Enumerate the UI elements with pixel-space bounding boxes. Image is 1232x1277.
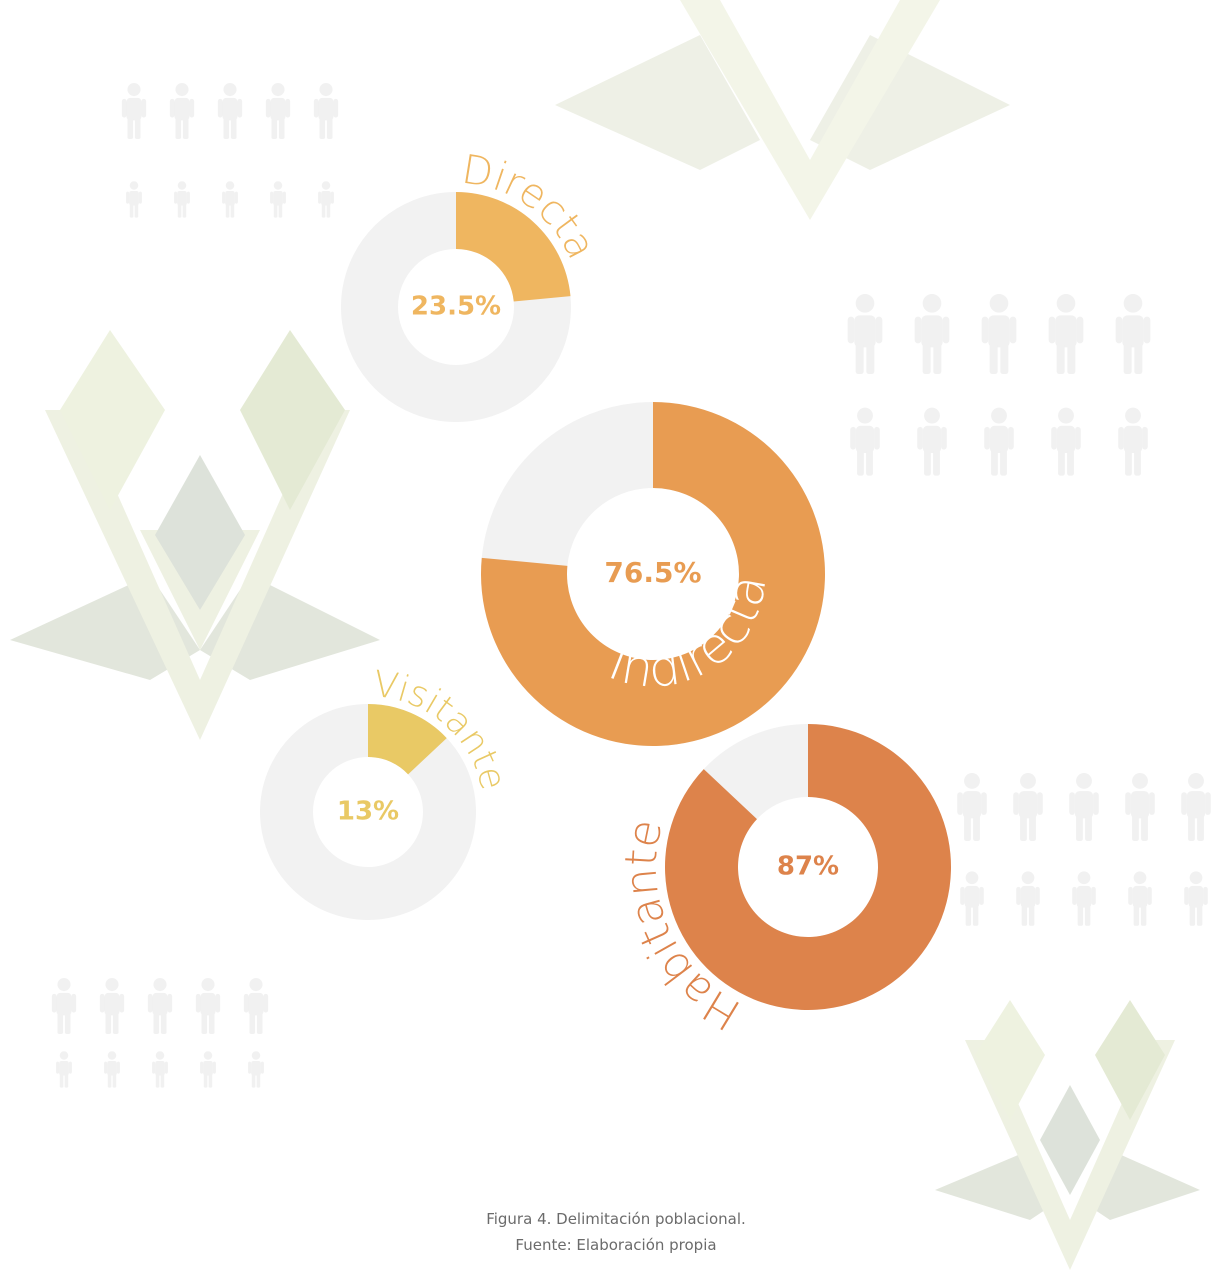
person-icon — [104, 1051, 120, 1087]
person-icon — [314, 83, 338, 139]
person-icon — [1184, 871, 1208, 925]
value-label: 87% — [777, 852, 839, 882]
person-icon — [122, 83, 146, 139]
person-icon — [1116, 294, 1151, 374]
person-icon — [52, 978, 76, 1034]
person-icon — [1125, 773, 1154, 841]
person-icon — [126, 181, 142, 217]
background-decoration — [10, 0, 1200, 1270]
person-icon — [56, 1051, 72, 1087]
person-icon — [318, 181, 334, 217]
person-icon — [174, 181, 190, 217]
pictograph — [957, 773, 1210, 926]
person-icon — [148, 978, 172, 1034]
person-icon — [917, 408, 946, 476]
person-icon — [100, 978, 124, 1034]
person-icon — [1016, 871, 1040, 925]
value-label: 13% — [337, 797, 399, 827]
person-icon — [218, 83, 242, 139]
donut-chart: 13%Visitante — [287, 664, 514, 894]
person-icon — [1069, 773, 1098, 841]
person-icon — [1013, 773, 1042, 841]
value-label: 76.5% — [604, 556, 701, 589]
person-icon — [200, 1051, 216, 1087]
pictograph — [122, 83, 338, 218]
person-icon — [982, 294, 1017, 374]
person-icon — [960, 871, 984, 925]
person-icon — [152, 1051, 168, 1087]
person-icon — [1049, 294, 1084, 374]
person-icon — [270, 181, 286, 217]
person-icon — [848, 294, 883, 374]
donut-chart: 76.5%Indirecta — [481, 402, 825, 746]
pictograph — [52, 978, 268, 1088]
pictograph — [848, 294, 1151, 476]
person-icon — [196, 978, 220, 1034]
person-icon — [248, 1051, 264, 1087]
person-icon — [1128, 871, 1152, 925]
person-icon — [170, 83, 194, 139]
infographic: Figura 4. Delimitación poblacional. Fuen… — [0, 0, 1232, 1277]
person-icon — [1181, 773, 1210, 841]
person-icon — [1072, 871, 1096, 925]
page: Figura 4. Delimitación poblacional. Fuen… — [0, 0, 1232, 1277]
person-icon — [1118, 408, 1147, 476]
value-label: 23.5% — [411, 292, 501, 322]
person-icon — [850, 408, 879, 476]
caption-source: Fuente: Elaboración propia — [515, 1236, 716, 1254]
person-icon — [915, 294, 950, 374]
donut-chart: 87%Habitante — [616, 724, 951, 1040]
person-icon — [984, 408, 1013, 476]
person-icon — [957, 773, 986, 841]
donut-chart: 23.5%Directa — [370, 147, 605, 394]
person-icon — [1051, 408, 1080, 476]
caption-figure: Figura 4. Delimitación poblacional. — [486, 1210, 746, 1228]
person-icon — [266, 83, 290, 139]
person-icon — [244, 978, 268, 1034]
person-icon — [222, 181, 238, 217]
